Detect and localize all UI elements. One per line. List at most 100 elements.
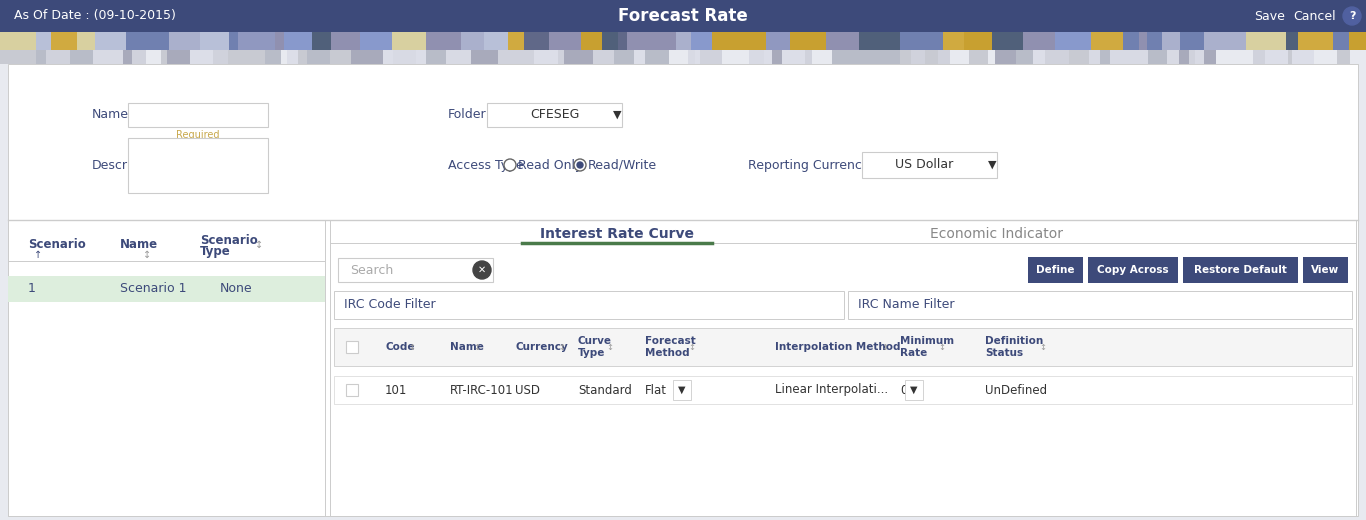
FancyBboxPatch shape bbox=[772, 50, 781, 64]
Text: UnDefined: UnDefined bbox=[985, 384, 1048, 396]
Text: ?: ? bbox=[1348, 11, 1355, 21]
FancyBboxPatch shape bbox=[613, 50, 634, 64]
Text: Reporting Currency: Reporting Currency bbox=[749, 159, 869, 172]
FancyBboxPatch shape bbox=[564, 50, 576, 64]
FancyBboxPatch shape bbox=[859, 32, 900, 50]
FancyBboxPatch shape bbox=[0, 0, 1366, 32]
FancyBboxPatch shape bbox=[617, 32, 627, 50]
FancyBboxPatch shape bbox=[669, 50, 688, 64]
FancyBboxPatch shape bbox=[8, 220, 325, 516]
FancyBboxPatch shape bbox=[1179, 50, 1188, 64]
FancyBboxPatch shape bbox=[1203, 50, 1216, 64]
FancyBboxPatch shape bbox=[484, 32, 494, 50]
FancyBboxPatch shape bbox=[1055, 32, 1091, 50]
Text: 101: 101 bbox=[385, 384, 407, 396]
FancyBboxPatch shape bbox=[865, 50, 887, 64]
Text: Cancel: Cancel bbox=[1294, 9, 1336, 22]
FancyBboxPatch shape bbox=[1139, 32, 1147, 50]
FancyBboxPatch shape bbox=[755, 32, 766, 50]
FancyBboxPatch shape bbox=[36, 32, 51, 50]
Text: Save: Save bbox=[1254, 9, 1285, 22]
FancyBboxPatch shape bbox=[36, 50, 46, 64]
FancyBboxPatch shape bbox=[417, 50, 426, 64]
FancyBboxPatch shape bbox=[372, 50, 382, 64]
FancyBboxPatch shape bbox=[581, 32, 602, 50]
FancyBboxPatch shape bbox=[848, 291, 1352, 319]
FancyBboxPatch shape bbox=[346, 341, 358, 353]
Text: Search: Search bbox=[350, 264, 393, 277]
Text: Folder: Folder bbox=[448, 109, 486, 122]
FancyBboxPatch shape bbox=[128, 103, 268, 127]
FancyBboxPatch shape bbox=[361, 32, 392, 50]
FancyBboxPatch shape bbox=[1016, 50, 1033, 64]
Text: IRC Name Filter: IRC Name Filter bbox=[858, 298, 955, 311]
Text: ▼: ▼ bbox=[988, 160, 997, 170]
Text: ↕: ↕ bbox=[559, 343, 566, 352]
FancyBboxPatch shape bbox=[663, 32, 676, 50]
FancyBboxPatch shape bbox=[1111, 50, 1127, 64]
FancyBboxPatch shape bbox=[549, 32, 581, 50]
Text: ↕: ↕ bbox=[1040, 343, 1046, 352]
FancyBboxPatch shape bbox=[695, 50, 699, 64]
FancyBboxPatch shape bbox=[0, 32, 36, 50]
FancyBboxPatch shape bbox=[1298, 32, 1333, 50]
FancyBboxPatch shape bbox=[488, 103, 622, 127]
FancyBboxPatch shape bbox=[1285, 32, 1298, 50]
FancyBboxPatch shape bbox=[393, 50, 417, 64]
FancyBboxPatch shape bbox=[1195, 50, 1203, 64]
Circle shape bbox=[473, 261, 490, 279]
FancyBboxPatch shape bbox=[494, 50, 499, 64]
FancyBboxPatch shape bbox=[426, 50, 447, 64]
Text: ↕: ↕ bbox=[881, 343, 888, 352]
FancyBboxPatch shape bbox=[1091, 32, 1123, 50]
FancyBboxPatch shape bbox=[779, 32, 790, 50]
FancyBboxPatch shape bbox=[949, 50, 968, 64]
Text: ↑: ↑ bbox=[34, 250, 42, 260]
Text: Economic Indicator: Economic Indicator bbox=[930, 227, 1063, 241]
FancyBboxPatch shape bbox=[534, 50, 557, 64]
FancyBboxPatch shape bbox=[337, 258, 493, 282]
FancyBboxPatch shape bbox=[645, 50, 669, 64]
FancyBboxPatch shape bbox=[1303, 257, 1348, 283]
FancyBboxPatch shape bbox=[925, 50, 938, 64]
Circle shape bbox=[504, 159, 516, 171]
Text: Read/Write: Read/Write bbox=[587, 159, 657, 172]
FancyBboxPatch shape bbox=[1233, 50, 1243, 64]
FancyBboxPatch shape bbox=[161, 50, 167, 64]
FancyBboxPatch shape bbox=[199, 32, 229, 50]
FancyBboxPatch shape bbox=[805, 50, 811, 64]
FancyBboxPatch shape bbox=[499, 50, 516, 64]
Circle shape bbox=[1343, 7, 1361, 25]
FancyBboxPatch shape bbox=[8, 64, 1358, 516]
FancyBboxPatch shape bbox=[906, 380, 923, 400]
FancyBboxPatch shape bbox=[1033, 50, 1045, 64]
FancyBboxPatch shape bbox=[76, 32, 96, 50]
Text: Name: Name bbox=[449, 342, 484, 352]
FancyBboxPatch shape bbox=[1183, 257, 1298, 283]
Text: ↕: ↕ bbox=[255, 240, 264, 250]
FancyBboxPatch shape bbox=[311, 32, 331, 50]
Text: CFESEG: CFESEG bbox=[530, 109, 579, 122]
Text: Code: Code bbox=[385, 342, 414, 352]
Text: USD: USD bbox=[515, 384, 540, 396]
FancyBboxPatch shape bbox=[1265, 50, 1288, 64]
FancyBboxPatch shape bbox=[0, 50, 22, 64]
FancyBboxPatch shape bbox=[284, 32, 311, 50]
Text: RT-IRC-101: RT-IRC-101 bbox=[449, 384, 514, 396]
Text: ↕: ↕ bbox=[473, 343, 479, 352]
FancyBboxPatch shape bbox=[766, 32, 779, 50]
Text: ↕: ↕ bbox=[143, 250, 152, 260]
Text: Name: Name bbox=[120, 239, 158, 252]
FancyBboxPatch shape bbox=[1162, 32, 1180, 50]
FancyBboxPatch shape bbox=[900, 32, 943, 50]
Text: Copy Across: Copy Across bbox=[1097, 265, 1169, 275]
Text: Curve
Type: Curve Type bbox=[578, 336, 612, 358]
Text: Interest Rate Curve: Interest Rate Curve bbox=[541, 227, 694, 241]
Circle shape bbox=[574, 159, 586, 171]
FancyBboxPatch shape bbox=[169, 32, 199, 50]
FancyBboxPatch shape bbox=[307, 50, 331, 64]
FancyBboxPatch shape bbox=[673, 380, 691, 400]
FancyBboxPatch shape bbox=[1100, 50, 1111, 64]
FancyBboxPatch shape bbox=[1023, 32, 1055, 50]
FancyBboxPatch shape bbox=[1070, 50, 1089, 64]
